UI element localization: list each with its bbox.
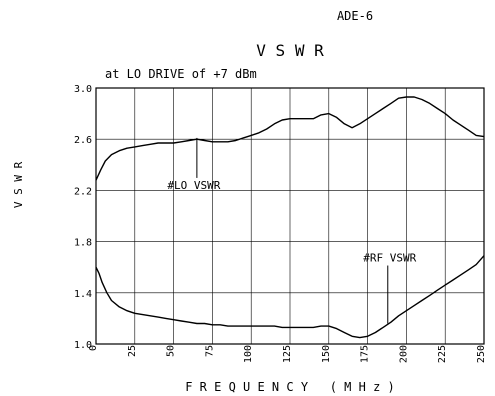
y-tick-label: 1.0	[74, 340, 92, 351]
grid	[96, 88, 484, 344]
model-label: ADE-6	[337, 9, 373, 23]
x-tick-label: 25	[127, 345, 138, 357]
series-group	[95, 96, 485, 339]
x-tick-label: 100	[243, 345, 254, 363]
x-tick-label: 125	[282, 345, 293, 363]
x-tick-label: 75	[204, 345, 215, 357]
y-axis-label: V S W R	[12, 161, 25, 208]
y-tick-label: 2.2	[74, 186, 92, 197]
x-tick-label: 200	[398, 345, 409, 363]
x-tick-label: 150	[321, 345, 332, 363]
x-tick-label: 225	[437, 345, 448, 363]
x-tick-label: 50	[166, 345, 177, 357]
y-tick-label: 2.6	[74, 135, 92, 146]
series-line	[95, 255, 485, 339]
x-tick-label: 250	[476, 345, 487, 363]
y-tick-label: 1.4	[74, 289, 92, 300]
annotation-label: #LO VSWR	[167, 179, 220, 192]
x-axis-label: F R E Q U E N C Y ( M H z )	[185, 380, 395, 394]
series-line	[95, 96, 485, 181]
y-tick-label: 3.0	[74, 84, 92, 95]
x-tick-label: 175	[360, 345, 371, 363]
chart-title: V S W R	[256, 41, 324, 60]
x-tick-label: 0	[88, 345, 99, 351]
annotation-label: #RF VSWR	[363, 252, 416, 265]
plot-frame	[95, 87, 485, 345]
annotations: #LO VSWR #RF VSWR	[167, 137, 417, 324]
tick-labels: 0 25 50 75 100 125 150 175 200 225 250 1.0 1.4 1.8 2.2…	[74, 84, 487, 363]
chart-subtitle: at LO DRIVE of +7 dBm	[105, 67, 257, 81]
y-tick-label: 1.8	[74, 238, 92, 249]
